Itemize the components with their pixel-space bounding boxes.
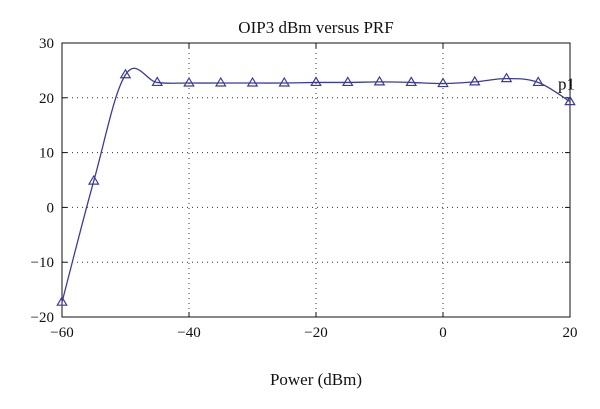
data-point [310, 76, 322, 87]
data-point [405, 76, 418, 87]
x-tick-label: 20 [563, 325, 578, 341]
data-point [278, 76, 291, 87]
data-point [151, 76, 164, 87]
data-point [468, 75, 481, 86]
data-point [564, 95, 576, 106]
plot-frame [61, 42, 571, 318]
y-tick-label: 10 [39, 146, 54, 162]
x-tick-label: −40 [177, 325, 200, 341]
series-label: p1 [558, 75, 575, 94]
data-point [341, 76, 354, 87]
y-tick-label: −10 [31, 255, 54, 271]
data-point [532, 76, 545, 87]
data-point [246, 76, 259, 87]
data-point [119, 68, 132, 79]
data-point [500, 72, 513, 83]
grid [62, 43, 570, 317]
x-tick-label: 0 [439, 325, 447, 341]
x-tick-label: −60 [50, 325, 73, 341]
y-tick-label: 30 [39, 36, 54, 52]
series-line-p1 [61, 67, 571, 303]
y-tick-label: 0 [47, 200, 55, 216]
y-tick-label: −20 [31, 310, 54, 326]
y-tick-label: 20 [39, 91, 54, 107]
data-point [183, 76, 195, 87]
series-layer: p1 [56, 67, 576, 306]
data-point [437, 77, 449, 88]
data-point [214, 76, 227, 87]
x-axis-title: Power (dBm) [270, 370, 362, 389]
chart-title: OIP3 dBm versus PRF [238, 18, 393, 37]
axis-ticks: −60 −40 −20 0 20 −20 −10 0 10 20 30 [31, 36, 578, 341]
data-point [373, 75, 386, 86]
x-tick-label: −20 [304, 325, 327, 341]
data-point [56, 296, 68, 306]
data-point [87, 174, 100, 185]
